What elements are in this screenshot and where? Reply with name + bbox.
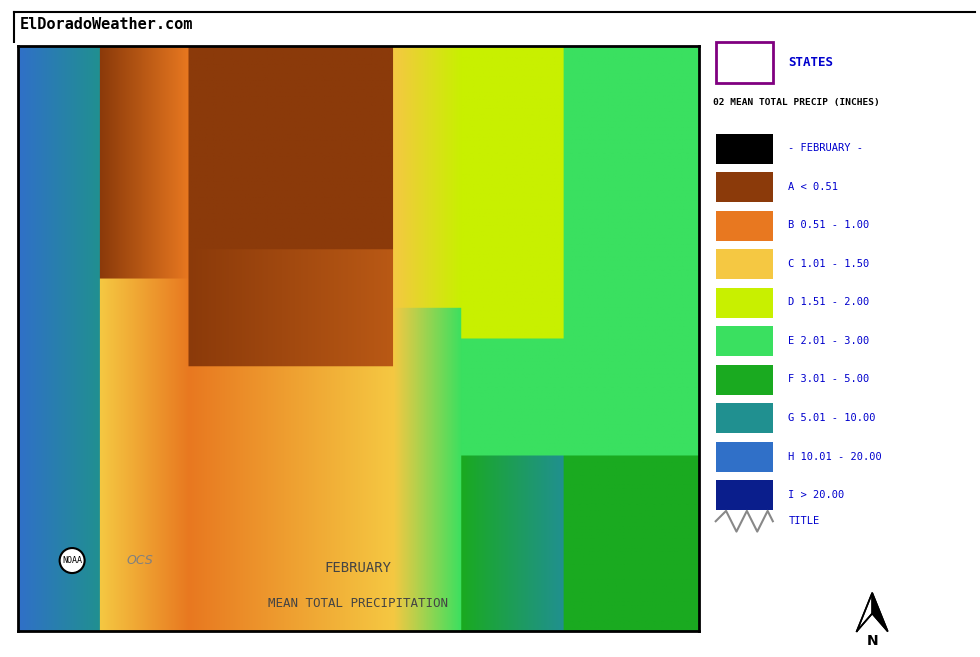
Text: FEBRUARY: FEBRUARY [324, 561, 392, 576]
Text: NOAA: NOAA [62, 556, 82, 565]
Bar [715, 288, 773, 318]
Text: OCS: OCS [126, 554, 154, 567]
Bar [715, 42, 773, 83]
Polygon shape [857, 593, 872, 631]
Text: - FEBRUARY -: - FEBRUARY - [788, 143, 863, 153]
Bar [715, 403, 773, 434]
Text: B 0.51 - 1.00: B 0.51 - 1.00 [788, 221, 869, 231]
Text: F 3.01 - 5.00: F 3.01 - 5.00 [788, 374, 869, 384]
Text: N: N [866, 634, 878, 648]
Bar [715, 442, 773, 472]
Bar [715, 480, 773, 510]
Text: TITLE: TITLE [788, 516, 819, 526]
Text: ElDoradoWeather.com: ElDoradoWeather.com [20, 17, 193, 32]
Text: 02 MEAN TOTAL PRECIP (INCHES): 02 MEAN TOTAL PRECIP (INCHES) [713, 98, 880, 107]
Text: STATES: STATES [788, 56, 833, 69]
Bar [715, 327, 773, 356]
Bar [715, 249, 773, 279]
Bar [715, 134, 773, 164]
Text: A < 0.51: A < 0.51 [788, 182, 839, 192]
Bar [715, 172, 773, 202]
Text: H 10.01 - 20.00: H 10.01 - 20.00 [788, 451, 882, 461]
Text: MEAN TOTAL PRECIPITATION: MEAN TOTAL PRECIPITATION [269, 597, 448, 610]
Text: D 1.51 - 2.00: D 1.51 - 2.00 [788, 298, 869, 307]
Polygon shape [872, 593, 888, 631]
Text: E 2.01 - 3.00: E 2.01 - 3.00 [788, 336, 869, 346]
Text: I > 20.00: I > 20.00 [788, 490, 845, 500]
Text: C 1.01 - 1.50: C 1.01 - 1.50 [788, 259, 869, 269]
Bar [715, 365, 773, 395]
Bar [715, 211, 773, 241]
Text: G 5.01 - 10.00: G 5.01 - 10.00 [788, 413, 876, 423]
